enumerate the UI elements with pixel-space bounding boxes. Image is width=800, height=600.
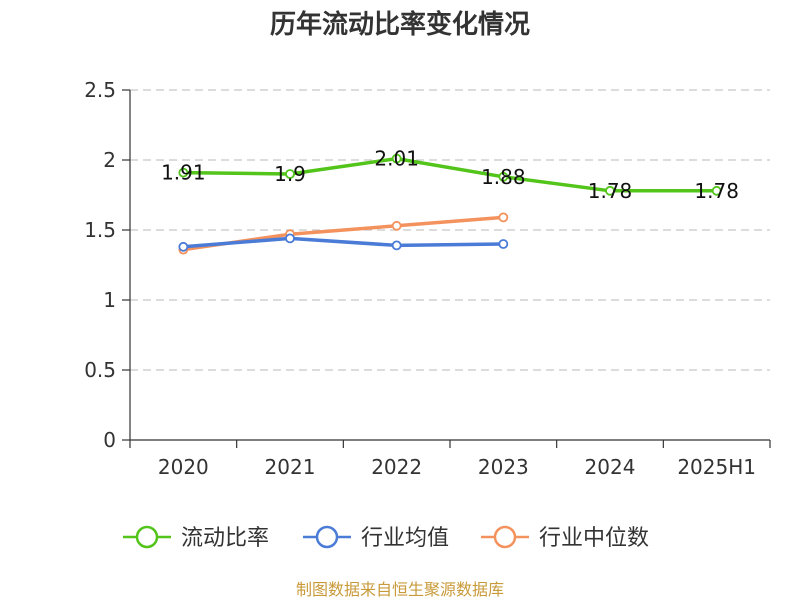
y-tick-label: 1.5 bbox=[84, 218, 116, 242]
data-label: 1.91 bbox=[161, 161, 206, 185]
chart-title: 历年流动比率变化情况 bbox=[270, 9, 530, 40]
data-point bbox=[391, 220, 402, 231]
data-point bbox=[498, 212, 509, 223]
data-point bbox=[498, 239, 509, 249]
y-tick-label: 2 bbox=[103, 148, 116, 172]
x-tick-label: 2024 bbox=[585, 455, 636, 479]
y-tick-label: 0.5 bbox=[84, 358, 116, 382]
legend-label: 行业中位数 bbox=[539, 526, 649, 551]
data-point bbox=[711, 185, 722, 196]
x-tick-label: 2022 bbox=[371, 455, 422, 479]
legend-item[interactable]: 行业中位数 bbox=[481, 525, 649, 551]
series-line-0 bbox=[181, 156, 719, 193]
data-point bbox=[285, 169, 295, 179]
grid-lines bbox=[130, 89, 770, 371]
legend: 流动比率 行业均值 行业中位数 bbox=[123, 525, 649, 551]
data-label: 1.88 bbox=[481, 165, 526, 189]
data-point bbox=[178, 241, 189, 252]
x-tick-label: 2023 bbox=[478, 455, 529, 479]
legend-item[interactable]: 流动比率 bbox=[123, 525, 269, 551]
legend-item[interactable]: 行业均值 bbox=[303, 525, 449, 551]
axes: 0 0.5 1 1.5 2 2.5 2020 2021 2022 2023 2024 2025H1 bbox=[84, 78, 771, 479]
data-label: 1.9 bbox=[274, 162, 306, 186]
legend-label: 流动比率 bbox=[181, 526, 269, 551]
data-label: 2.01 bbox=[374, 147, 419, 171]
legend-circle-icon bbox=[493, 525, 517, 549]
data-point bbox=[391, 153, 402, 164]
data-point bbox=[605, 185, 615, 196]
data-point bbox=[178, 167, 189, 178]
legend-circle-icon bbox=[135, 525, 159, 549]
data-label: 1.78 bbox=[694, 179, 739, 203]
x-tick-label: 2020 bbox=[158, 455, 209, 479]
data-label: 1.78 bbox=[588, 179, 633, 203]
data-point bbox=[285, 233, 295, 244]
y-tick-label: 0 bbox=[103, 428, 116, 452]
legend-circle-icon bbox=[315, 525, 339, 549]
data-point bbox=[391, 240, 402, 251]
series-line-1 bbox=[181, 236, 506, 249]
source-note: 制图数据来自恒生聚源数据库 bbox=[296, 580, 504, 599]
x-tick-label: 2025H1 bbox=[677, 455, 756, 479]
y-tick-label: 2.5 bbox=[84, 78, 116, 102]
series-lines bbox=[178, 153, 722, 255]
x-tick-label: 2021 bbox=[265, 455, 316, 479]
data-labels: 1.91 1.9 2.01 1.88 1.78 1.78 bbox=[161, 147, 739, 203]
data-point bbox=[498, 171, 509, 182]
y-tick-label: 1 bbox=[103, 288, 116, 312]
legend-label: 行业均值 bbox=[361, 526, 449, 551]
